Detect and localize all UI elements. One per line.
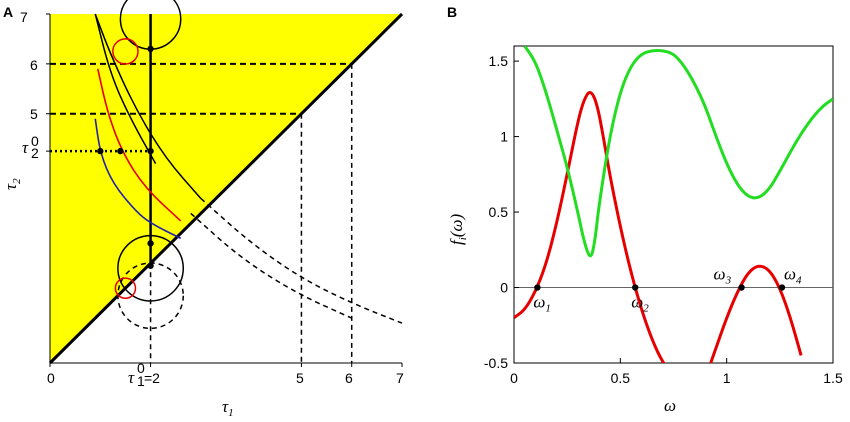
panel-a-plot	[46, 0, 404, 367]
curve-red-loop-top	[112, 38, 139, 65]
zero-label: ω2	[631, 293, 649, 315]
marked-point	[147, 240, 154, 247]
y-tick-label-b: 0.5	[489, 204, 509, 220]
a-ytick-6: 6	[30, 57, 38, 73]
svg-text:fi(ω): fi(ω)	[447, 214, 469, 245]
x-tick-label-b: 1.5	[823, 370, 843, 386]
svg-text:2: 2	[31, 145, 39, 161]
zero-points-b: ω1 ω2 ω3 ω4	[533, 265, 802, 315]
curve-black-inner	[94, 13, 157, 164]
curve-red-loop-bottom	[114, 277, 137, 300]
zero-label: ω3	[714, 265, 732, 287]
x-tick-label-b: 1	[723, 370, 731, 386]
y-tick-label-b: 1	[500, 129, 508, 145]
curve-red	[96, 68, 182, 222]
y-tick-label-b: -0.5	[484, 355, 508, 371]
marked-point	[117, 147, 124, 155]
b-ylabel: fi(ω)	[447, 214, 469, 245]
curves-a	[94, 0, 403, 330]
zero-point	[632, 284, 639, 291]
svg-text:τ: τ	[22, 138, 29, 157]
zero-label: ω4	[784, 265, 802, 287]
curve-black-outer-dashed	[200, 197, 403, 324]
zero-point	[778, 284, 786, 291]
marked-points-a	[97, 45, 154, 269]
zero-point	[534, 284, 541, 291]
curve-black-inner-dashed	[190, 212, 353, 319]
svg-text:0: 0	[137, 360, 145, 376]
a-xtick-tau10: τ 0 1 =2	[128, 360, 160, 389]
a-ytick-5: 5	[30, 106, 38, 122]
curve-black-outer	[94, 13, 202, 199]
marked-point	[147, 262, 154, 269]
svg-text:τ2: τ2	[1, 178, 23, 190]
svg-text:τ: τ	[128, 368, 135, 387]
svg-text:τ1: τ1	[222, 397, 234, 419]
svg-text:0: 0	[31, 133, 39, 149]
svg-text:1: 1	[137, 373, 145, 389]
curve-black-circle-bottom	[117, 234, 185, 302]
marked-point	[147, 45, 154, 53]
panel-label-a: A	[3, 4, 13, 20]
a-ytick-7: 7	[20, 9, 28, 25]
panel-label-b: B	[447, 4, 457, 20]
x-tick-label-b: 0.5	[611, 370, 631, 386]
b-xlabel: ω	[664, 396, 676, 415]
a-xtick-7: 7	[396, 370, 404, 386]
a-xtick-5: 5	[296, 370, 304, 386]
svg-text:=2: =2	[144, 370, 160, 386]
axis-ticks-a	[46, 13, 403, 367]
plot-frame-b	[513, 45, 834, 364]
marked-point	[147, 147, 154, 155]
zero-point	[738, 284, 745, 291]
axis-ticks-b: 0 0.5 1 1.51.510.50-0.5	[484, 53, 843, 386]
zero-label: ω1	[533, 293, 551, 315]
curve-blue	[94, 118, 182, 240]
series-b	[514, 46, 833, 363]
y-tick-label-b: 0	[500, 280, 508, 296]
series-green	[523, 46, 833, 258]
a-xtick-0: 0	[47, 370, 55, 386]
y-tick-label-b: 1.5	[489, 53, 509, 69]
a-xlabel: τ1	[222, 397, 234, 419]
marked-point	[97, 147, 104, 155]
diagonal-line	[48, 12, 404, 365]
x-tick-label-b: 0	[510, 370, 518, 386]
a-ytick-tau20: τ 0 2	[22, 133, 39, 161]
a-ylabel: τ2	[1, 178, 23, 190]
a-xtick-6: 6	[345, 370, 353, 386]
series-red	[514, 91, 803, 363]
